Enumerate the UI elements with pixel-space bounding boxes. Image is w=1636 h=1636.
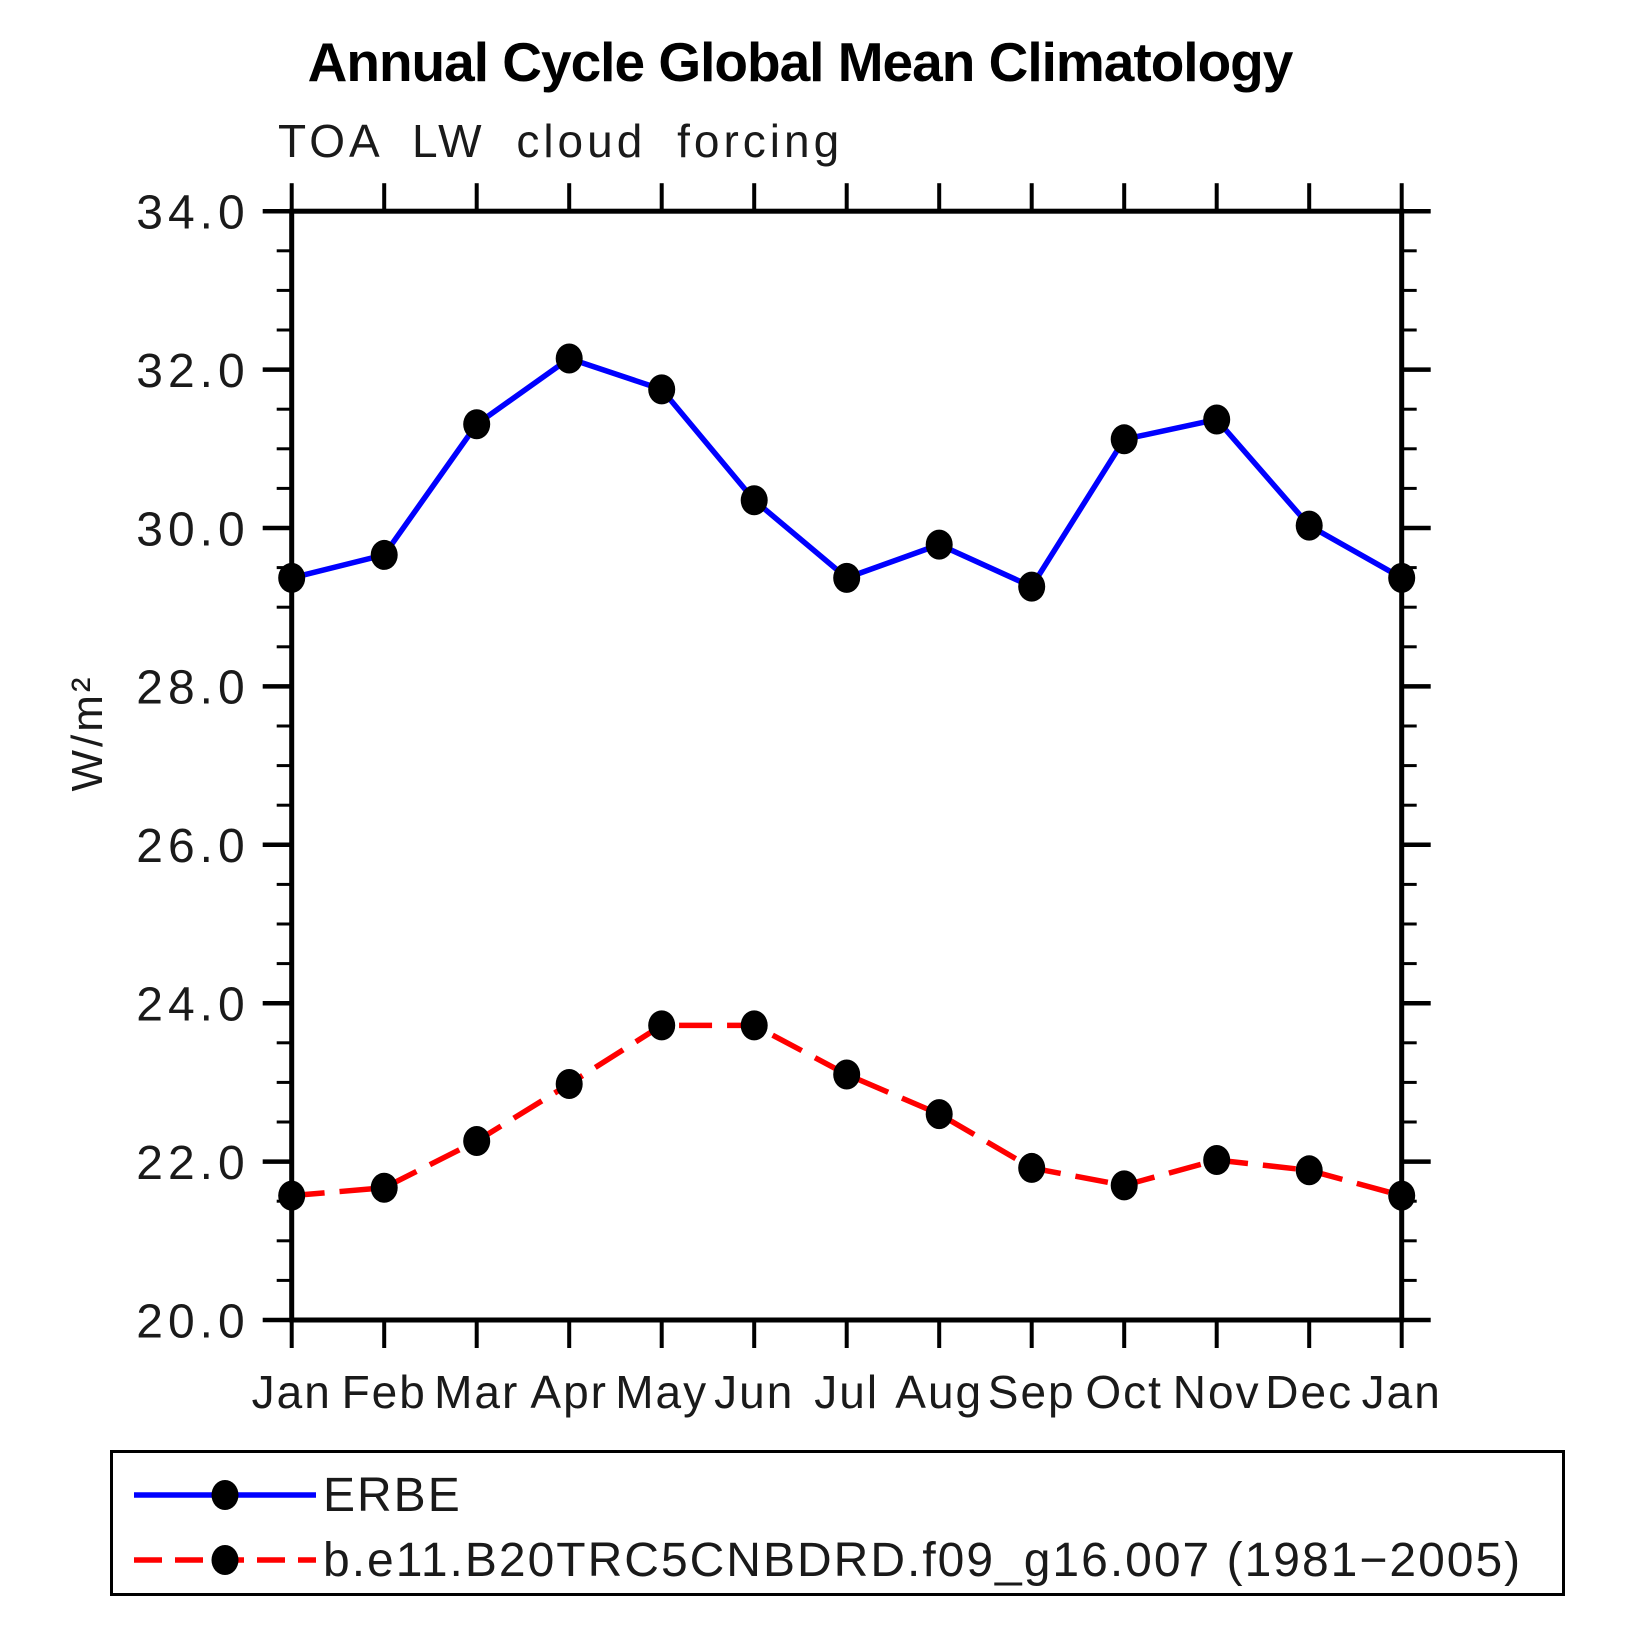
data-point-marker [740,485,768,516]
y-tick-label: 34.0 [136,186,249,239]
y-tick-label: 26.0 [136,820,249,873]
x-tick-label: Apr [530,1366,608,1418]
data-point-marker [1203,1145,1231,1176]
data-point-marker [648,374,676,405]
plot-frame [289,208,1405,1323]
x-tick-label: Jan [252,1366,332,1418]
y-tick-label: 24.0 [136,978,249,1031]
y-tick-label: 20.0 [136,1295,249,1348]
chart-title: Annual Cycle Global Mean Climatology [307,31,1294,93]
y-tick-label: 22.0 [136,1137,249,1190]
x-tick-label: Dec [1265,1366,1353,1418]
x-tick-label: Feb [342,1366,427,1418]
erbe-sample-marker [211,1480,239,1510]
x-tick-label: Mar [434,1366,519,1418]
data-point-marker [1110,424,1138,455]
x-tick-label: May [615,1366,708,1418]
data-point-marker [278,1180,306,1211]
data-point-marker [463,1126,491,1157]
x-tick-label: Sep [988,1366,1076,1418]
legend-item-model: b.e11.B20TRC5CNBDRD.f09_g16.007 (1981−20… [131,1534,1522,1587]
x-tick-label: Jul [814,1366,879,1418]
y-tick-label: 30.0 [136,503,249,556]
legend-label-erbe: ERBE [323,1468,462,1522]
x-tick-label: Aug [895,1366,983,1418]
x-tick-label: Jan [1362,1366,1442,1418]
data-point-marker [370,1172,398,1203]
model-legend-line-sample [134,1545,316,1575]
data-point-marker [555,343,583,374]
x-tick-label: Nov [1173,1366,1261,1418]
model-sample-marker [211,1545,239,1575]
data-point-marker [1018,1152,1046,1183]
data-point-marker [555,1068,583,1099]
legend-item-erbe: ERBE [131,1469,462,1522]
data-point-marker [648,1010,676,1041]
data-point-marker [925,1099,953,1130]
data-point-marker [1110,1170,1138,1201]
data-point-marker [1388,1180,1416,1211]
data-point-marker [833,1059,861,1090]
data-point-marker [925,529,953,560]
data-point-marker [278,562,306,593]
y-tick-label: 28.0 [136,662,249,715]
model-line [291,1022,1403,1199]
data-point-marker [463,409,491,440]
data-point-marker [1018,571,1046,602]
data-point-marker [740,1010,768,1041]
erbe-line [291,355,1404,590]
data-point-marker [833,562,861,593]
data-point-marker [1295,1155,1323,1186]
data-point-marker [370,539,398,570]
x-tick-label: Jun [714,1366,794,1418]
x-tick-label: Oct [1085,1366,1163,1418]
chart-subtitle: TOA LW cloud forcing [278,115,844,167]
data-point-marker [1295,510,1323,541]
erbe-legend-line-sample [134,1480,316,1510]
legend-box: ERBE b.e11.B20TRC5CNBDRD.f09_g16.007 (19… [110,1450,1565,1596]
data-point-marker [1203,404,1231,435]
legend-label-model: b.e11.B20TRC5CNBDRD.f09_g16.007 (1981−20… [323,1533,1523,1587]
y-tick-label: 32.0 [136,345,249,398]
data-point-marker [1388,562,1416,593]
